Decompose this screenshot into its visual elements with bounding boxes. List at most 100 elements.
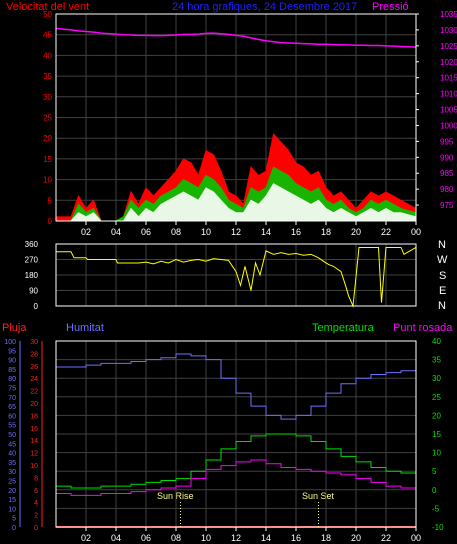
time-tick-label: 02 — [81, 533, 91, 543]
pressure-line — [55, 27, 417, 48]
time-tick-label: 10 — [201, 533, 211, 543]
time-tick-label: 20 — [351, 533, 361, 543]
time-tick-label: 04 — [111, 533, 121, 543]
humidity-tick-label: 95 — [8, 348, 16, 355]
time-tick-label: 08 — [171, 533, 181, 543]
rain-tick-label: 2 — [34, 513, 38, 520]
direction-tick-label: 270 — [25, 256, 39, 265]
direction-tick-label: 360 — [25, 240, 39, 249]
direction-plot-frame — [55, 243, 417, 307]
pressure-title: Pressió — [372, 1, 409, 13]
wind-speed-title: Velocitat del vent — [6, 1, 89, 13]
dewpoint-title: Punt rosada — [393, 322, 453, 334]
humidity-tick-label: 50 — [8, 432, 16, 439]
humidity-tick-label: 45 — [8, 441, 16, 448]
direction-tick-label: 90 — [29, 287, 38, 296]
time-tick-label: 00 — [411, 533, 421, 543]
pressure-tick-label: 975 — [440, 201, 454, 210]
time-tick-label: 00 — [411, 227, 421, 237]
time-tick-label: 20 — [351, 227, 361, 237]
wind-tick-label: 10 — [43, 176, 52, 185]
temperature-line — [56, 433, 417, 489]
humidity-tick-label: 0 — [12, 525, 16, 532]
humidity-tick-label: 30 — [8, 469, 16, 476]
pressure-tick-label: 1000 — [440, 121, 457, 130]
rain-tick-label: 20 — [30, 401, 38, 408]
rain-tick-label: 8 — [34, 475, 38, 482]
temperature-title: Temperatura — [312, 322, 375, 334]
time-tick-label: 14 — [261, 533, 271, 543]
time-tick-label: 16 — [291, 227, 301, 237]
temp-tick-label: 40 — [432, 337, 441, 346]
pressure-tick-label: 980 — [440, 185, 454, 194]
rain-tick-label: 18 — [30, 413, 38, 420]
temp-tick-label: 15 — [432, 430, 441, 439]
time-tick-label: 16 — [291, 533, 301, 543]
humidity-tick-label: 100 — [4, 339, 16, 346]
temp-tick-label: -5 — [432, 504, 440, 513]
pressure-tick-label: 1035 — [440, 10, 457, 19]
wind-tick-label: 5 — [48, 196, 53, 205]
rain-tick-label: 0 — [34, 525, 38, 532]
rain-tick-label: 12 — [30, 451, 38, 458]
time-tick-label: 02 — [81, 227, 91, 237]
pressure-tick-label: 1015 — [440, 74, 457, 83]
rain-tick-label: 26 — [30, 364, 38, 371]
humidity-tick-label: 90 — [8, 358, 16, 365]
humidity-tick-label: 80 — [8, 376, 16, 383]
humidity-tick-label: 60 — [8, 413, 16, 420]
humidity-tick-label: 65 — [8, 404, 16, 411]
temp-tick-label: 20 — [432, 411, 441, 420]
pressure-tick-label: 995 — [440, 137, 454, 146]
sun-rise-label: Sun Rise — [157, 491, 194, 501]
humidity-tick-label: 25 — [8, 479, 16, 486]
rain-tick-label: 6 — [34, 488, 38, 495]
temp-tick-label: 30 — [432, 374, 441, 383]
time-tick-label: 06 — [141, 227, 151, 237]
wind-tick-label: 40 — [43, 51, 52, 60]
humidity-tick-label: 70 — [8, 395, 16, 402]
sun-set-label: Sun Set — [302, 491, 335, 501]
wind-series-2 — [56, 183, 417, 222]
wind-tick-label: 25 — [43, 114, 52, 123]
time-tick-label: 08 — [171, 227, 181, 237]
rain-tick-label: 14 — [30, 438, 38, 445]
rain-tick-label: 22 — [30, 389, 38, 396]
wind-tick-label: 20 — [43, 134, 52, 143]
wind-tick-label: 15 — [43, 155, 52, 164]
rain-tick-label: 24 — [30, 376, 38, 383]
humidity-tick-label: 5 — [12, 516, 16, 523]
time-tick-label: 18 — [321, 227, 331, 237]
wind-tick-label: 45 — [43, 31, 52, 40]
compass-label-n-bottom: N — [438, 300, 446, 312]
time-tick-label: 18 — [321, 533, 331, 543]
time-tick-label: 22 — [381, 227, 391, 237]
temp-tick-label: 35 — [432, 356, 441, 365]
humidity-tick-label: 40 — [8, 451, 16, 458]
humidity-tick-label: 10 — [8, 506, 16, 513]
humidity-tick-label: 55 — [8, 423, 16, 430]
compass-label-w: W — [437, 254, 448, 266]
time-tick-label: 12 — [231, 227, 241, 237]
humidity-tick-label: 20 — [8, 488, 16, 495]
time-tick-label: 10 — [201, 227, 211, 237]
wind-tick-label: 50 — [43, 10, 52, 19]
rain-tick-label: 10 — [30, 463, 38, 470]
compass-label-n-top: N — [438, 239, 446, 251]
time-tick-label: 12 — [231, 533, 241, 543]
time-tick-label: 22 — [381, 533, 391, 543]
humidity-tick-label: 35 — [8, 460, 16, 467]
rain-tick-label: 28 — [30, 351, 38, 358]
time-tick-label: 04 — [111, 227, 121, 237]
compass-label-e: E — [439, 285, 446, 297]
humidity-tick-label: 85 — [8, 367, 16, 374]
direction-tick-label: 180 — [25, 271, 39, 280]
temp-tick-label: 0 — [432, 486, 437, 495]
temp-tick-label: -10 — [432, 523, 444, 532]
pressure-tick-label: 1025 — [440, 42, 457, 51]
dewpoint-line — [56, 459, 417, 496]
wind-tick-label: 0 — [48, 217, 53, 226]
temp-tick-label: 25 — [432, 393, 441, 402]
rain-tick-label: 16 — [30, 426, 38, 433]
